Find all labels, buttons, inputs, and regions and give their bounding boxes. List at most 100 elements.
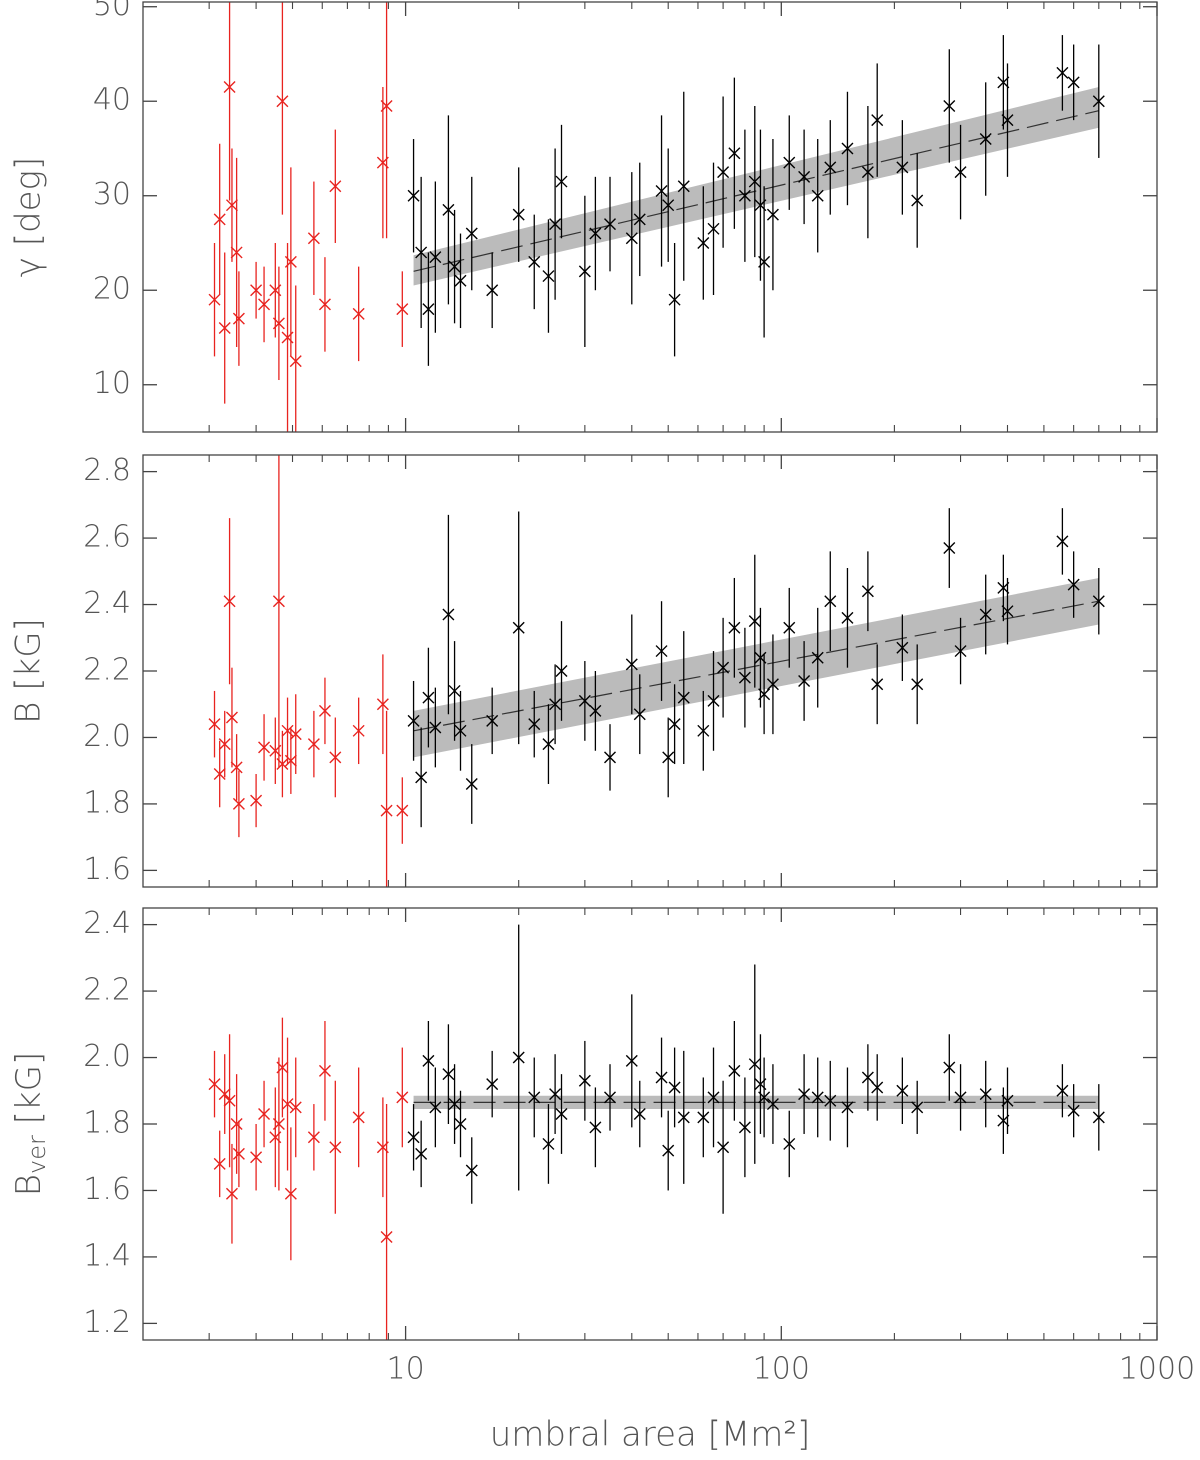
point <box>954 166 967 179</box>
point <box>284 255 297 268</box>
point <box>668 1081 681 1094</box>
point <box>1001 605 1014 618</box>
point <box>766 678 779 691</box>
point <box>352 724 365 737</box>
point <box>697 724 710 737</box>
point <box>604 751 617 764</box>
point <box>528 1091 541 1104</box>
point <box>758 255 771 268</box>
x-tick-label: 10 <box>387 1352 425 1387</box>
point <box>407 1131 420 1144</box>
point <box>911 678 924 691</box>
y-tick-label: 2.2 <box>83 973 131 1008</box>
point <box>662 1144 675 1157</box>
point <box>668 293 681 306</box>
point <box>728 147 741 160</box>
point <box>662 751 675 764</box>
y-label-main: B <box>9 1174 49 1196</box>
point <box>861 1071 874 1084</box>
point <box>1092 595 1105 608</box>
point <box>633 1108 646 1121</box>
point <box>589 227 602 240</box>
point <box>707 694 720 707</box>
point <box>289 728 302 741</box>
y-label-unit: [kG] <box>9 1052 49 1125</box>
point <box>841 1101 854 1114</box>
point <box>578 694 591 707</box>
y-tick-label: 2.6 <box>83 520 131 555</box>
point <box>896 1084 909 1097</box>
point <box>542 738 555 751</box>
point <box>766 1098 779 1111</box>
point <box>225 1187 238 1200</box>
point <box>871 114 884 127</box>
point <box>258 1108 271 1121</box>
point <box>758 1091 771 1104</box>
point <box>465 1164 478 1177</box>
point <box>407 714 420 727</box>
y-tick-label: 20 <box>93 272 131 307</box>
y-tick-label: 1.2 <box>83 1305 131 1340</box>
point <box>717 1141 730 1154</box>
plot-area <box>208 924 1105 1340</box>
y-tick-label: 2.0 <box>83 1039 131 1074</box>
point <box>979 608 992 621</box>
point <box>465 227 478 240</box>
point <box>758 688 771 701</box>
point <box>225 199 238 212</box>
point <box>486 284 499 297</box>
fit-band <box>413 87 1099 286</box>
point <box>1056 66 1069 79</box>
point <box>284 1187 297 1200</box>
point <box>284 754 297 767</box>
point <box>250 284 263 297</box>
point <box>783 156 796 169</box>
point <box>448 684 461 697</box>
point <box>442 1068 455 1081</box>
point <box>512 208 525 221</box>
point <box>318 298 331 311</box>
y-tick-label: 2.2 <box>83 653 131 688</box>
point <box>422 303 435 316</box>
point <box>1056 535 1069 548</box>
point <box>871 678 884 691</box>
y-label-space <box>9 1124 49 1135</box>
point <box>655 185 668 198</box>
point <box>276 758 289 771</box>
fit-band <box>413 577 1099 758</box>
point <box>442 203 455 216</box>
point <box>979 133 992 146</box>
x-tick-label: 100 <box>753 1352 810 1387</box>
point <box>454 724 467 737</box>
point <box>396 1091 409 1104</box>
point <box>798 170 811 183</box>
point <box>549 698 562 711</box>
point <box>422 691 435 704</box>
point <box>954 1091 967 1104</box>
point <box>352 307 365 320</box>
point <box>555 665 568 677</box>
point <box>748 615 761 628</box>
point <box>318 704 331 717</box>
point <box>811 651 824 664</box>
y-axis-label: B [kG] <box>9 618 49 724</box>
point <box>896 161 909 174</box>
point <box>448 260 461 273</box>
point <box>633 708 646 721</box>
point <box>871 1081 884 1094</box>
y-tick-label: 2.4 <box>83 906 131 941</box>
point <box>232 312 245 325</box>
point <box>429 1101 442 1114</box>
point <box>281 1098 294 1111</box>
point <box>1001 1094 1014 1107</box>
point <box>213 213 226 226</box>
point <box>442 608 455 621</box>
point <box>811 189 824 202</box>
point <box>1067 1104 1080 1117</box>
point <box>677 180 690 193</box>
point <box>911 194 924 207</box>
point <box>454 1118 467 1130</box>
point <box>232 1147 245 1160</box>
x-tick-label: 1000 <box>1119 1352 1195 1387</box>
point <box>318 1064 331 1077</box>
